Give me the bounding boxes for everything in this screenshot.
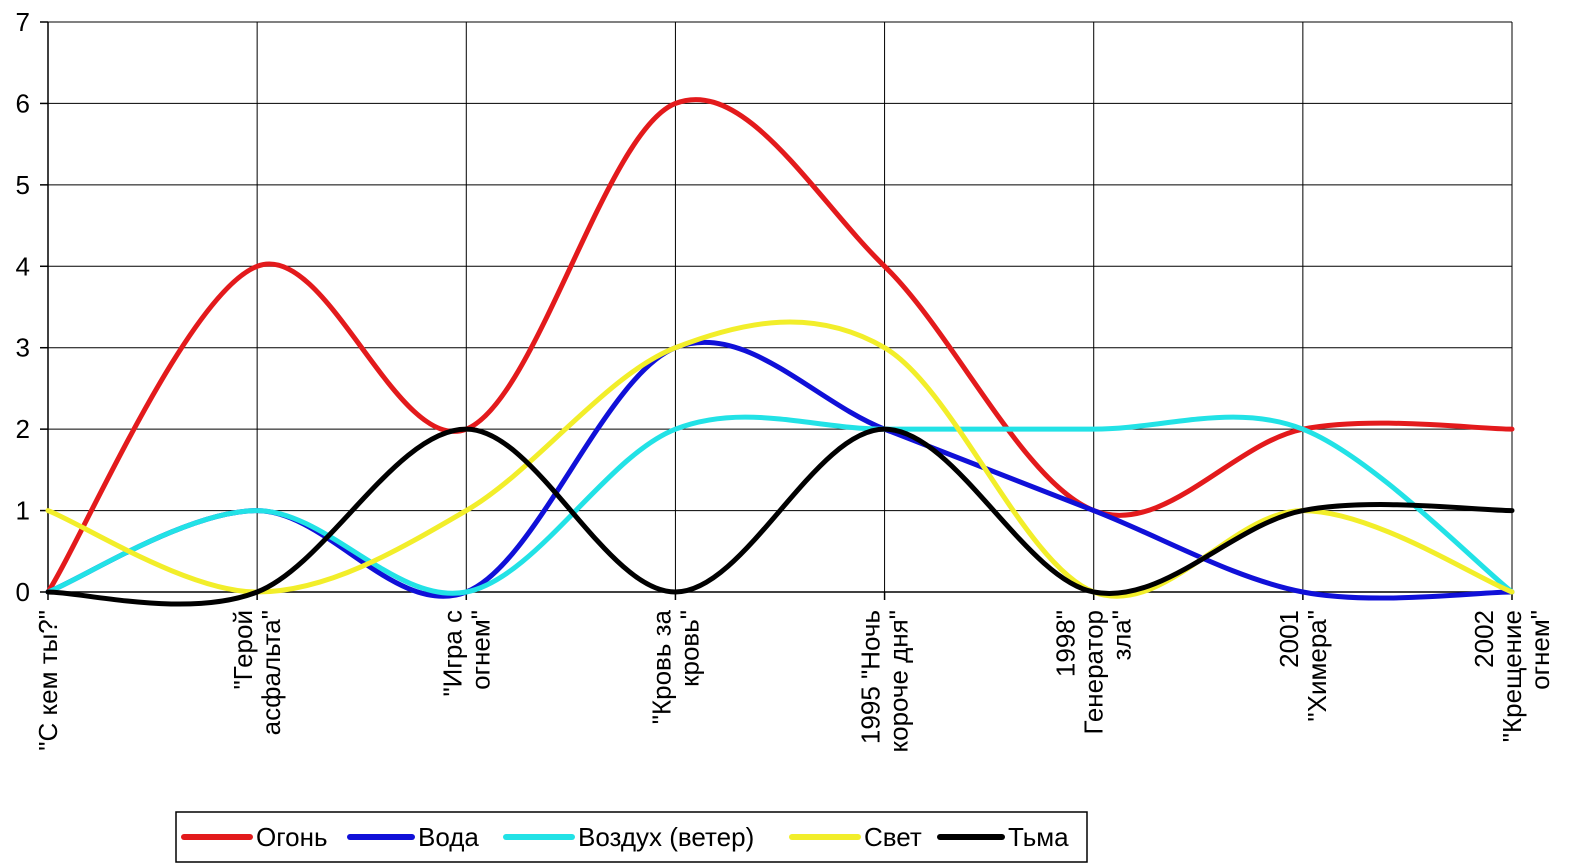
x-tick-label-line: "С кем ты?": [33, 610, 63, 751]
x-tick-label-line: кровь": [674, 610, 704, 687]
x-tick-label-line: "Игра с: [437, 610, 467, 697]
y-tick-label: 3: [16, 333, 30, 363]
x-tick-label-line: "Химера": [1302, 610, 1332, 722]
x-tick-label-line: "Кровь за: [646, 609, 676, 724]
series-lines: [45, 97, 1515, 607]
series-line-1: [45, 97, 1515, 595]
x-tick-label-line: "Крещение: [1497, 610, 1527, 742]
legend-label: Вода: [418, 822, 479, 852]
legend-label: Огонь: [256, 822, 328, 852]
x-tick-label-line: 1995 "Ночь: [856, 610, 886, 744]
y-tick-label: 5: [16, 170, 30, 200]
x-tick-label-line: 1998": [1051, 610, 1081, 677]
x-tick-label-line: зла": [1107, 610, 1137, 661]
x-tick-label-line: 2002: [1469, 610, 1499, 668]
x-tick-label-line: "Герой: [228, 610, 258, 689]
x-tick-label-line: асфальта": [256, 610, 286, 735]
y-tick-label: 2: [16, 414, 30, 444]
series-line-4: [45, 319, 1515, 599]
x-tick-label-line: огнем": [465, 610, 495, 690]
y-tick-label: 6: [16, 88, 30, 118]
x-tick-label: 2001"Химера": [1274, 610, 1332, 722]
legend-label: Воздух (ветер): [578, 822, 754, 852]
series-line-3: [45, 414, 1515, 596]
legend-label: Свет: [864, 822, 922, 852]
y-tick-label: 0: [16, 577, 30, 607]
x-tick-label-line: короче дня": [884, 610, 914, 753]
x-tick-label-line: 2001: [1274, 610, 1304, 668]
legend-box: [175, 811, 1088, 863]
x-tick-label-line: огнем": [1525, 610, 1555, 690]
y-tick-label: 1: [16, 496, 30, 526]
x-tick-label-line: Генератор: [1079, 610, 1109, 735]
legend-label: Тьма: [1008, 822, 1069, 852]
x-tick-label: "С кем ты?": [33, 610, 63, 751]
series-line-5: [45, 426, 1515, 607]
y-tick-label: 4: [16, 251, 30, 281]
y-axis-ticks: 0 1 2 3 4 5 6 7: [16, 7, 48, 607]
grid: [47, 21, 1513, 593]
y-tick-label: 7: [16, 7, 30, 37]
legend: Огонь Вода Воздух (ветер) Свет Тьма: [175, 811, 1088, 863]
